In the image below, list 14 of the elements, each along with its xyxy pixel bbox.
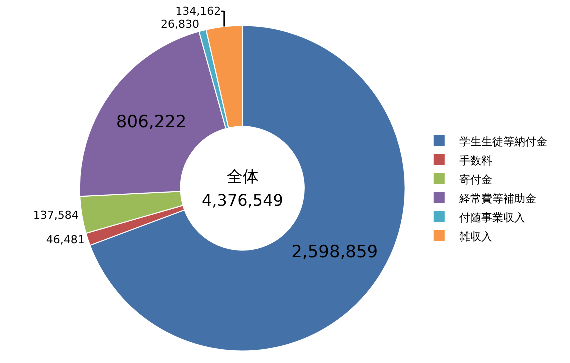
data-label: 2,598,859 (292, 242, 378, 262)
legend-label: 経常費等補助金 (458, 192, 536, 206)
text: 全体 (227, 167, 259, 186)
data-label: 806,222 (116, 112, 187, 133)
legend-label: 学生生徒等納付金 (459, 135, 548, 148)
data-label: 134,162 (176, 5, 222, 18)
data-label: 26,830 (161, 18, 200, 32)
legend-label: 寄付金 (459, 173, 492, 186)
legend-label: 手数料 (459, 154, 492, 168)
data-label: 137,584 (33, 208, 79, 222)
legend-label: 雑収入 (459, 230, 492, 244)
legend-label: 付随事業収入 (459, 211, 526, 224)
data-label: 46,481 (46, 234, 85, 247)
text: 4,376,549 (202, 191, 284, 210)
